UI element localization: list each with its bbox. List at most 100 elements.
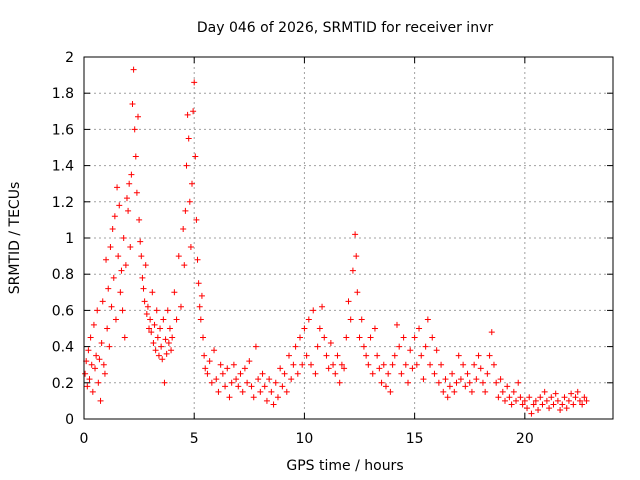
data-point — [369, 370, 376, 377]
data-point — [161, 379, 168, 386]
data-point — [184, 111, 191, 118]
data-point — [433, 347, 440, 354]
data-point — [349, 267, 356, 274]
data-point — [513, 397, 520, 404]
data-point — [570, 401, 577, 408]
data-point — [151, 321, 158, 328]
data-point — [561, 394, 568, 401]
y-tick-label: 1.6 — [52, 122, 74, 138]
data-point — [574, 388, 581, 395]
data-point — [435, 379, 442, 386]
data-point — [198, 292, 205, 299]
data-point — [135, 113, 142, 120]
data-point — [424, 316, 431, 323]
data-point — [196, 303, 203, 310]
data-point — [497, 376, 504, 383]
data-point — [85, 347, 92, 354]
data-point — [165, 339, 172, 346]
data-point — [192, 153, 199, 160]
data-point — [144, 303, 151, 310]
data-point — [338, 361, 345, 368]
data-point — [213, 376, 220, 383]
data-point — [405, 379, 412, 386]
data-point — [453, 379, 460, 386]
data-point — [341, 365, 348, 372]
data-point — [186, 198, 193, 205]
data-point — [506, 394, 513, 401]
data-point — [194, 256, 201, 263]
data-point — [495, 394, 502, 401]
data-points — [82, 66, 590, 417]
data-point — [352, 231, 359, 238]
data-point — [206, 358, 213, 365]
data-point — [86, 376, 93, 383]
data-point — [471, 361, 478, 368]
data-point — [168, 347, 175, 354]
data-point — [528, 410, 535, 417]
data-point — [224, 365, 231, 372]
data-point — [537, 394, 544, 401]
data-point — [201, 352, 208, 359]
data-point — [106, 343, 113, 350]
data-point — [97, 397, 104, 404]
data-point — [263, 397, 270, 404]
y-tick-label: 0 — [65, 412, 74, 428]
data-point — [314, 343, 321, 350]
data-point — [325, 365, 332, 372]
data-point — [440, 388, 447, 395]
data-point — [155, 352, 162, 359]
data-point — [288, 376, 295, 383]
data-point — [93, 352, 100, 359]
data-point — [393, 321, 400, 328]
data-point — [95, 379, 102, 386]
data-point — [128, 171, 135, 178]
data-point — [374, 352, 381, 359]
data-point — [252, 343, 259, 350]
data-point — [100, 361, 107, 368]
y-tick-label: 0.4 — [52, 340, 74, 356]
data-point — [272, 379, 279, 386]
data-point — [139, 274, 146, 281]
data-point — [579, 401, 586, 408]
data-point — [572, 394, 579, 401]
data-point — [237, 370, 244, 377]
y-tick-label: 0.2 — [52, 376, 74, 392]
data-point — [323, 352, 330, 359]
data-point — [274, 394, 281, 401]
data-point — [568, 390, 575, 397]
data-point — [356, 334, 363, 341]
y-tick-label: 2 — [65, 50, 74, 66]
data-point — [396, 343, 403, 350]
data-point — [202, 365, 209, 372]
x-tick-label: 10 — [296, 431, 314, 447]
data-point — [111, 213, 118, 220]
data-point — [261, 383, 268, 390]
data-point — [133, 189, 140, 196]
data-point — [157, 325, 164, 332]
data-point — [169, 334, 176, 341]
data-point — [546, 405, 553, 412]
data-point — [371, 325, 378, 332]
data-point — [250, 394, 257, 401]
y-tick-label: 1.2 — [52, 195, 74, 211]
data-point — [142, 262, 149, 269]
data-point — [130, 66, 137, 73]
data-point — [164, 307, 171, 314]
data-point — [409, 365, 416, 372]
data-point — [107, 244, 114, 251]
data-point — [422, 343, 429, 350]
data-point — [382, 383, 389, 390]
data-point — [131, 126, 138, 133]
x-tick-label: 20 — [516, 431, 534, 447]
data-point — [363, 352, 370, 359]
data-point — [449, 370, 456, 377]
x-axis-label: GPS time / hours — [286, 458, 403, 474]
data-point — [175, 253, 182, 260]
data-point — [308, 361, 315, 368]
data-point — [581, 394, 588, 401]
data-point — [187, 244, 194, 251]
data-point — [305, 316, 312, 323]
data-point — [158, 343, 165, 350]
data-point — [190, 108, 197, 115]
data-point — [484, 370, 491, 377]
